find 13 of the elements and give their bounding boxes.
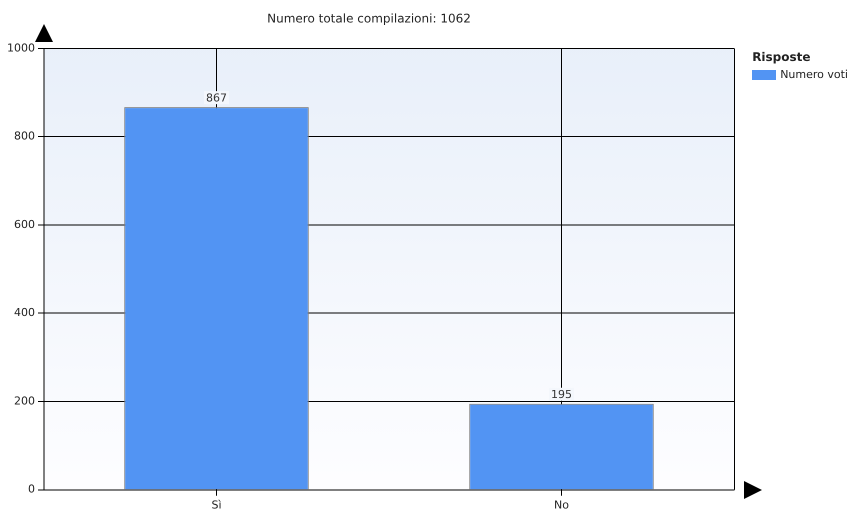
y-tick-label: 800 <box>14 130 35 143</box>
chart-title: Numero totale compilazioni: 1062 <box>267 11 471 26</box>
data-label: 867 <box>206 91 227 104</box>
legend-title: Risposte <box>752 50 812 64</box>
legend-label: Numero voti <box>780 68 848 81</box>
y-tick-label: 0 <box>28 482 35 496</box>
y-tick-label: 400 <box>14 306 35 320</box>
x-tick-label: No <box>554 498 570 512</box>
y-tick-label: 200 <box>14 394 35 408</box>
y-tick-label: 1000 <box>6 41 35 54</box>
y-tick-label: 600 <box>14 218 35 231</box>
x-tick-label: Sì <box>211 498 222 512</box>
data-label: 195 <box>551 388 572 402</box>
